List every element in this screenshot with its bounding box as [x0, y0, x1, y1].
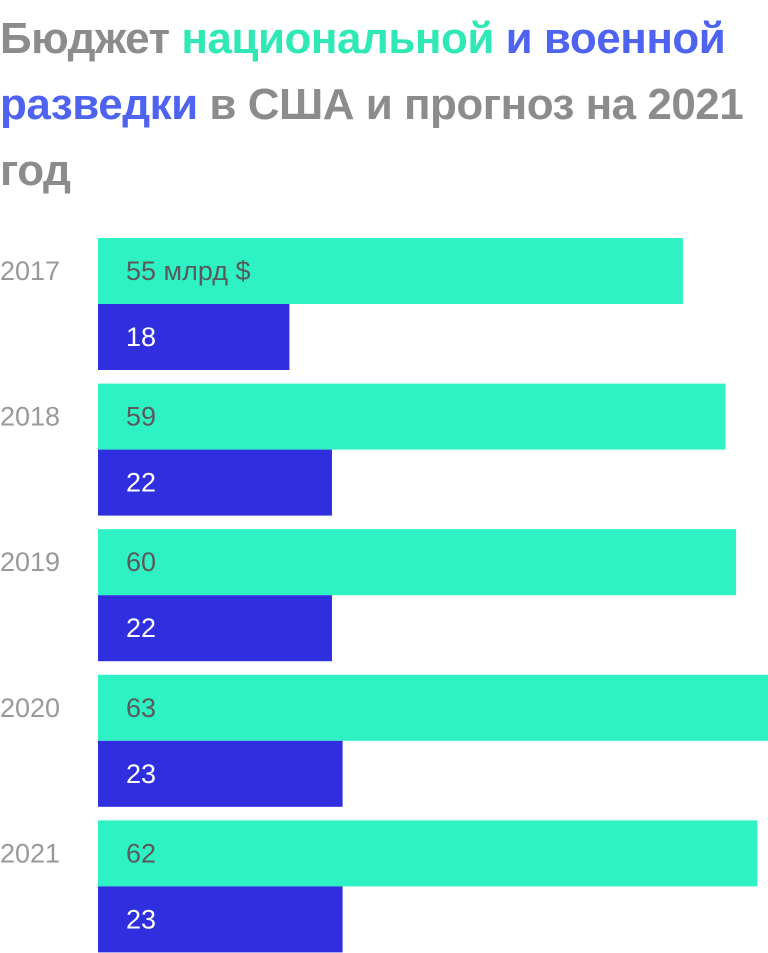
bar-national-2018 [98, 383, 726, 450]
bar-value-label-national-2021: 62 [126, 838, 156, 868]
bar-military-2019 [98, 595, 332, 662]
bar-value-label-national-2018: 59 [126, 402, 156, 432]
title-part-budget: Бюджет [0, 14, 182, 63]
bar-military-2021 [98, 886, 343, 953]
bar-national-2020 [98, 674, 768, 741]
bar-value-label-military-2020: 23 [126, 759, 156, 789]
bar-military-2018 [98, 449, 332, 516]
title-national-highlight: национальной [181, 14, 494, 63]
title-part-rest: в США и прогноз на 2021 год [0, 80, 744, 195]
title-military-highlight: и военной разведки [0, 14, 726, 129]
bar-value-label-military-2017: 18 [126, 322, 156, 352]
year-label-2020: 2020 [0, 693, 60, 723]
bar-military-2017 [98, 304, 290, 370]
year-label-2021: 2021 [0, 838, 60, 868]
bar-value-label-national-2020: 63 [126, 693, 156, 723]
bar-national-2017 [98, 238, 683, 304]
bar-national-2021 [98, 820, 758, 887]
bar-value-label-military-2019: 22 [126, 613, 156, 643]
bar-value-label-military-2021: 23 [126, 904, 156, 934]
year-label-2017: 2017 [0, 256, 60, 286]
bar-military-2020 [98, 740, 343, 807]
bar-value-label-national-2017: 55 млрд $ [126, 256, 251, 286]
bar-national-2019 [98, 529, 737, 596]
year-label-2018: 2018 [0, 402, 60, 432]
bar-value-label-military-2018: 22 [126, 468, 156, 498]
bar-value-label-national-2019: 60 [126, 547, 156, 577]
chart-title: Бюджет национальной и военной разведки в… [0, 6, 768, 204]
year-label-2019: 2019 [0, 547, 60, 577]
